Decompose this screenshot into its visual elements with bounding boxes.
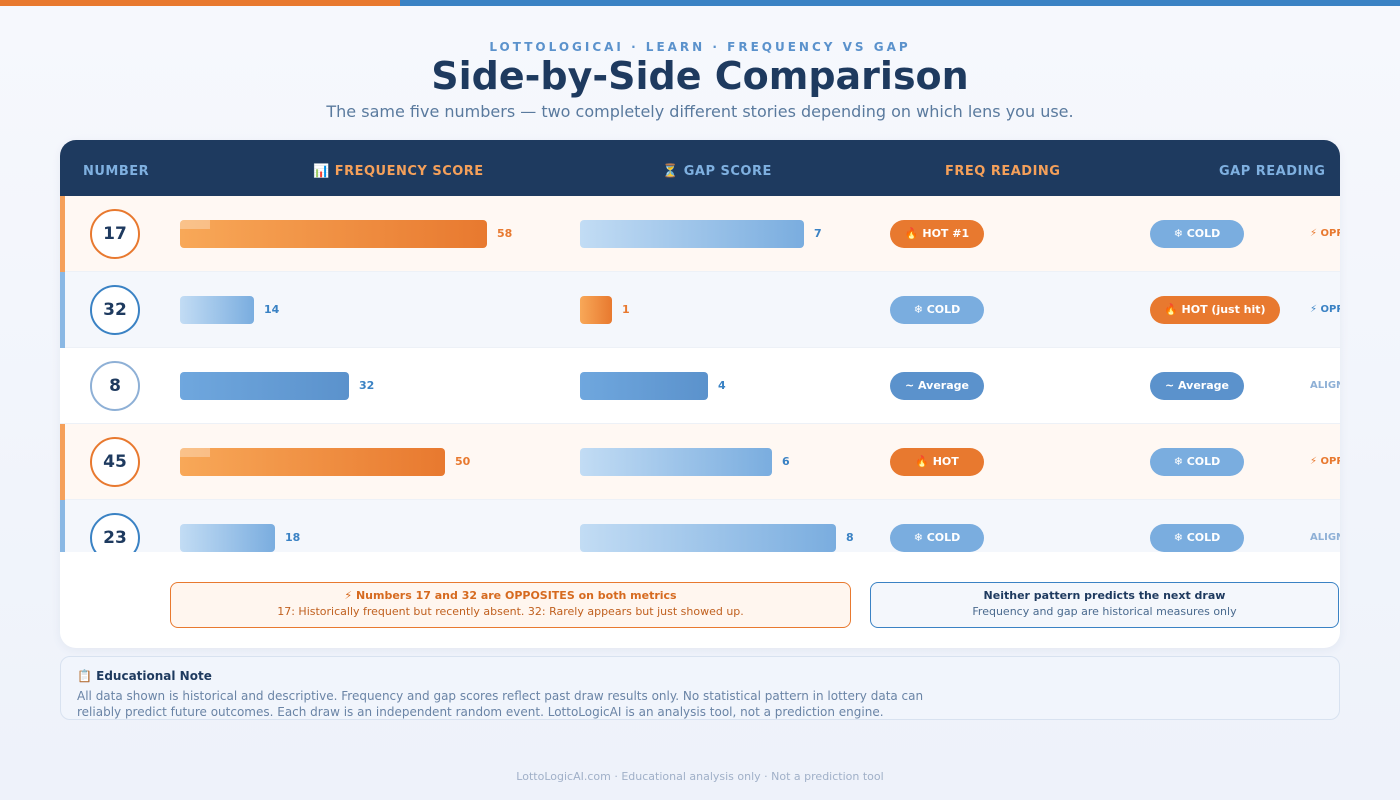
educational-note-title: 📋 Educational Note	[77, 669, 212, 683]
table-body: 17 58 7 🔥 HOT #1 ❄ COLD ⚡ OPPOSITE 32 14 1 ❄ COLD…	[60, 196, 1340, 552]
top-accent-orange	[0, 0, 400, 6]
gap-bar	[580, 448, 772, 476]
row-accent	[60, 272, 65, 348]
frequency-value: 50	[455, 455, 471, 468]
page-title: Side-by-Side Comparison	[431, 54, 969, 98]
breadcrumb: LOTTOLOGICAI · LEARN · FREQUENCY VS GAP	[489, 40, 911, 54]
top-accent-blue	[400, 0, 1400, 6]
frequency-reading-badge: ~ Average	[890, 372, 984, 400]
frequency-bar	[180, 448, 445, 476]
page-subtitle: The same five numbers — two completely d…	[326, 102, 1074, 121]
gap-value: 1	[622, 303, 630, 316]
column-header-gap-reading: GAP READING	[1219, 164, 1326, 179]
gap-value: 6	[782, 455, 790, 468]
frequency-reading-badge: ❄ COLD	[890, 296, 984, 324]
frequency-bar	[180, 524, 275, 552]
gap-reading-badge: ~ Average	[1150, 372, 1244, 400]
top-accent-bar	[0, 0, 1400, 6]
column-header-freq-reading: FREQ READING	[945, 164, 1061, 179]
row-accent	[60, 500, 65, 552]
gap-bar	[580, 220, 804, 248]
opposites-callout-text: 17: Historically frequent but recently a…	[277, 605, 744, 618]
comparison-verdict: ALIGNED	[1310, 380, 1340, 391]
frequency-reading-badge: 🔥 HOT	[890, 448, 984, 476]
number-badge: 32	[90, 285, 140, 335]
frequency-value: 14	[264, 303, 280, 316]
frequency-bar	[180, 296, 254, 324]
gap-reading-badge: ❄ COLD	[1150, 220, 1244, 248]
comparison-verdict: ALIGNED	[1310, 532, 1340, 543]
frequency-bar	[180, 372, 349, 400]
row-accent	[60, 196, 65, 272]
gap-value: 7	[814, 227, 822, 240]
column-header-gap-score: ⏳ GAP SCORE	[662, 164, 772, 179]
frequency-reading-badge: 🔥 HOT #1	[890, 220, 984, 248]
table-row: 32 14 1 ❄ COLD 🔥 HOT (just hit) ⚡ OPPOSITE	[60, 272, 1340, 348]
footer-text: LottoLogicAI.com · Educational analysis …	[516, 770, 884, 783]
gap-reading-badge: ❄ COLD	[1150, 524, 1244, 552]
comparison-verdict: ⚡ OPPOSITE	[1310, 304, 1340, 315]
comparison-table-card: NUMBER 📊 FREQUENCY SCORE ⏳ GAP SCORE FRE…	[60, 140, 1340, 648]
gap-bar	[580, 296, 612, 324]
gap-value: 4	[718, 379, 726, 392]
table-row: 8 32 4 ~ Average ~ Average ALIGNED	[60, 348, 1340, 424]
number-badge: 23	[90, 513, 140, 552]
bar-highlight	[180, 448, 210, 457]
row-accent	[60, 424, 65, 500]
no-prediction-callout: Neither pattern predicts the next draw F…	[870, 582, 1339, 628]
number-badge: 45	[90, 437, 140, 487]
table-header: NUMBER 📊 FREQUENCY SCORE ⏳ GAP SCORE FRE…	[60, 140, 1340, 196]
frequency-value: 58	[497, 227, 513, 240]
number-badge: 17	[90, 209, 140, 259]
opposites-callout: ⚡ Numbers 17 and 32 are OPPOSITES on bot…	[170, 582, 851, 628]
bar-highlight	[180, 220, 210, 229]
frequency-value: 32	[359, 379, 375, 392]
comparison-verdict: ⚡ OPPOSITE	[1310, 228, 1340, 239]
frequency-bar	[180, 220, 487, 248]
gap-reading-badge: ❄ COLD	[1150, 448, 1244, 476]
gap-value: 8	[846, 531, 854, 544]
no-prediction-callout-text: Frequency and gap are historical measure…	[972, 605, 1237, 618]
gap-reading-badge: 🔥 HOT (just hit)	[1150, 296, 1280, 324]
number-badge: 8	[90, 361, 140, 411]
educational-note: 📋 Educational Note All data shown is his…	[60, 656, 1340, 720]
column-header-frequency-score: 📊 FREQUENCY SCORE	[313, 164, 484, 179]
comparison-verdict: ⚡ OPPOSITE	[1310, 456, 1340, 467]
gap-bar	[580, 372, 708, 400]
opposites-callout-title: ⚡ Numbers 17 and 32 are OPPOSITES on bot…	[344, 589, 677, 602]
educational-note-text: All data shown is historical and descrip…	[77, 689, 924, 719]
table-row: 17 58 7 🔥 HOT #1 ❄ COLD ⚡ OPPOSITE	[60, 196, 1340, 272]
gap-bar	[580, 524, 836, 552]
row-accent	[60, 348, 65, 424]
column-header-number: NUMBER	[83, 164, 150, 179]
table-row: 23 18 8 ❄ COLD ❄ COLD ALIGNED	[60, 500, 1340, 552]
no-prediction-callout-title: Neither pattern predicts the next draw	[983, 589, 1226, 602]
frequency-reading-badge: ❄ COLD	[890, 524, 984, 552]
frequency-value: 18	[285, 531, 301, 544]
table-row: 45 50 6 🔥 HOT ❄ COLD ⚡ OPPOSITE	[60, 424, 1340, 500]
